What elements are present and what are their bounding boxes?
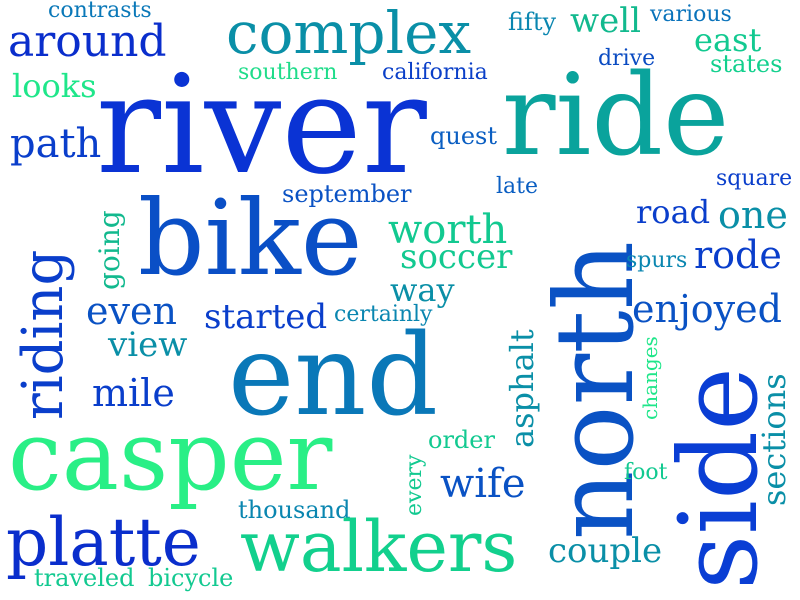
word-couple: couple: [548, 531, 663, 571]
word-complex: complex: [226, 0, 472, 67]
word-platte: platte: [6, 504, 201, 581]
word-mile: mile: [92, 371, 175, 415]
word-started: started: [204, 297, 328, 337]
word-states: states: [710, 50, 783, 78]
word-path: path: [10, 121, 102, 167]
word-spurs: spurs: [626, 248, 688, 273]
word-casper: casper: [8, 400, 333, 512]
word-rode: rode: [694, 233, 782, 277]
word-traveled: traveled: [34, 564, 135, 592]
word-thousand: thousand: [238, 496, 351, 524]
word-north: north: [533, 240, 658, 540]
word-bike: bike: [138, 177, 363, 299]
word-various: various: [650, 2, 732, 27]
word-around: around: [8, 16, 167, 67]
word-california: california: [382, 60, 488, 85]
word-drive: drive: [598, 46, 656, 71]
word-way: way: [390, 271, 455, 309]
word-square: square: [716, 166, 793, 191]
word-southern: southern: [238, 60, 338, 85]
word-river: river: [96, 47, 427, 205]
word-even: even: [86, 289, 177, 333]
word-ride: ride: [502, 51, 730, 181]
word-well: well: [570, 1, 641, 41]
word-view: view: [108, 325, 188, 365]
word-wife: wife: [440, 461, 526, 507]
word-bicycle: bicycle: [148, 564, 234, 592]
word-going: going: [93, 210, 126, 290]
word-one: one: [718, 193, 788, 237]
word-contrasts: contrasts: [48, 0, 152, 23]
word-worth: worth: [388, 207, 508, 253]
word-quest: quest: [430, 122, 497, 150]
word-certainly: certainly: [334, 302, 433, 327]
word-soccer: soccer: [400, 237, 513, 277]
word-order: order: [428, 426, 495, 454]
word-late: late: [496, 174, 539, 199]
word-riding: riding: [11, 249, 76, 420]
word-enjoyed: enjoyed: [632, 287, 782, 331]
word-fifty: fifty: [508, 8, 557, 36]
word-east: east: [694, 21, 762, 59]
word-road: road: [636, 193, 711, 231]
word-foot: foot: [624, 460, 668, 485]
word-september: september: [282, 180, 412, 208]
word-looks: looks: [12, 67, 97, 105]
word-end: end: [228, 311, 439, 441]
word-walkers: walkers: [240, 506, 518, 588]
word-side: side: [657, 366, 782, 590]
word-asphalt: asphalt: [503, 329, 541, 448]
